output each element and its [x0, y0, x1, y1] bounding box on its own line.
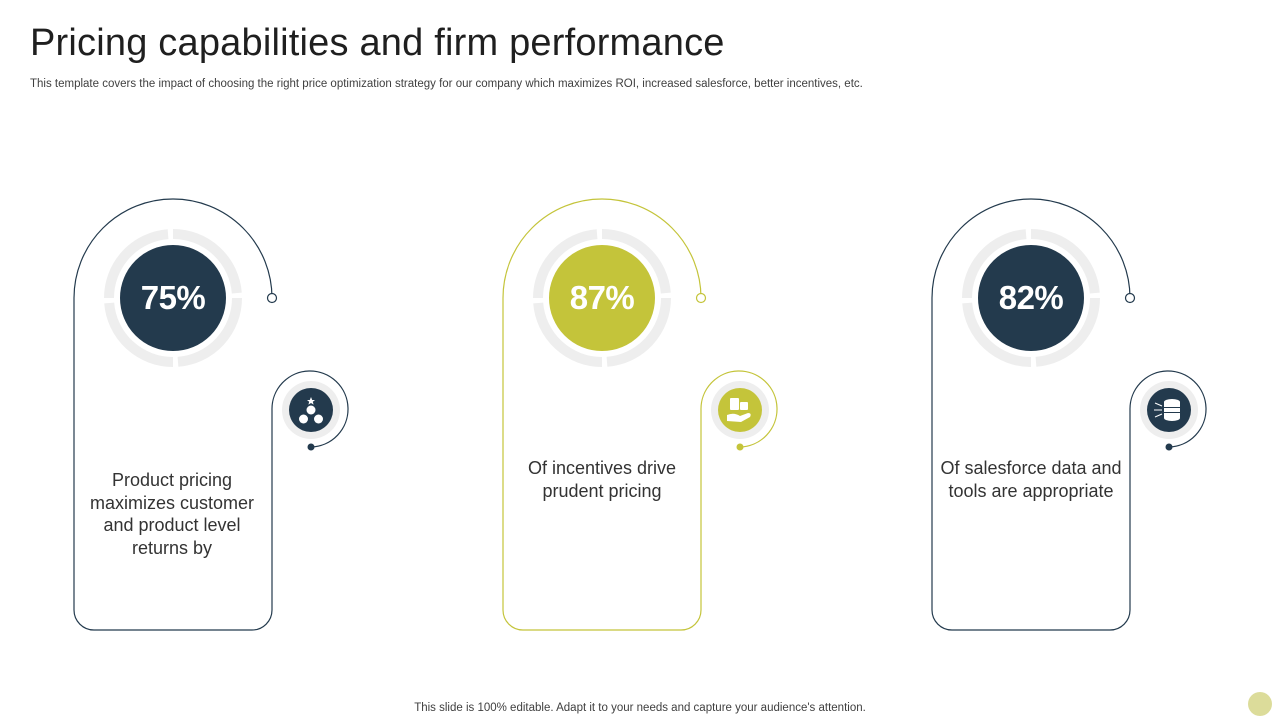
card-3-outline [931, 198, 1207, 631]
card-3-description: Of salesforce data and tools are appropr… [940, 458, 1122, 501]
decorative-circle [1248, 692, 1272, 716]
card-1-percent: 75% [140, 279, 206, 316]
page-title: Pricing capabilities and firm performanc… [30, 22, 725, 64]
page-subtitle: This template covers the impact of choos… [30, 78, 863, 90]
money-bags-icon [299, 397, 323, 424]
card-2-outline [502, 198, 778, 631]
card-1-description: Product pricing maximizes customer and p… [89, 470, 255, 558]
card-3-percent: 82% [998, 279, 1064, 316]
database-icon [1154, 399, 1180, 421]
gift-in-hand-icon [727, 398, 751, 422]
card-2-description: Of incentives drive prudent pricing [527, 458, 677, 501]
card-2-percent: 87% [569, 279, 635, 316]
footer-note: This slide is 100% editable. Adapt it to… [414, 702, 866, 714]
